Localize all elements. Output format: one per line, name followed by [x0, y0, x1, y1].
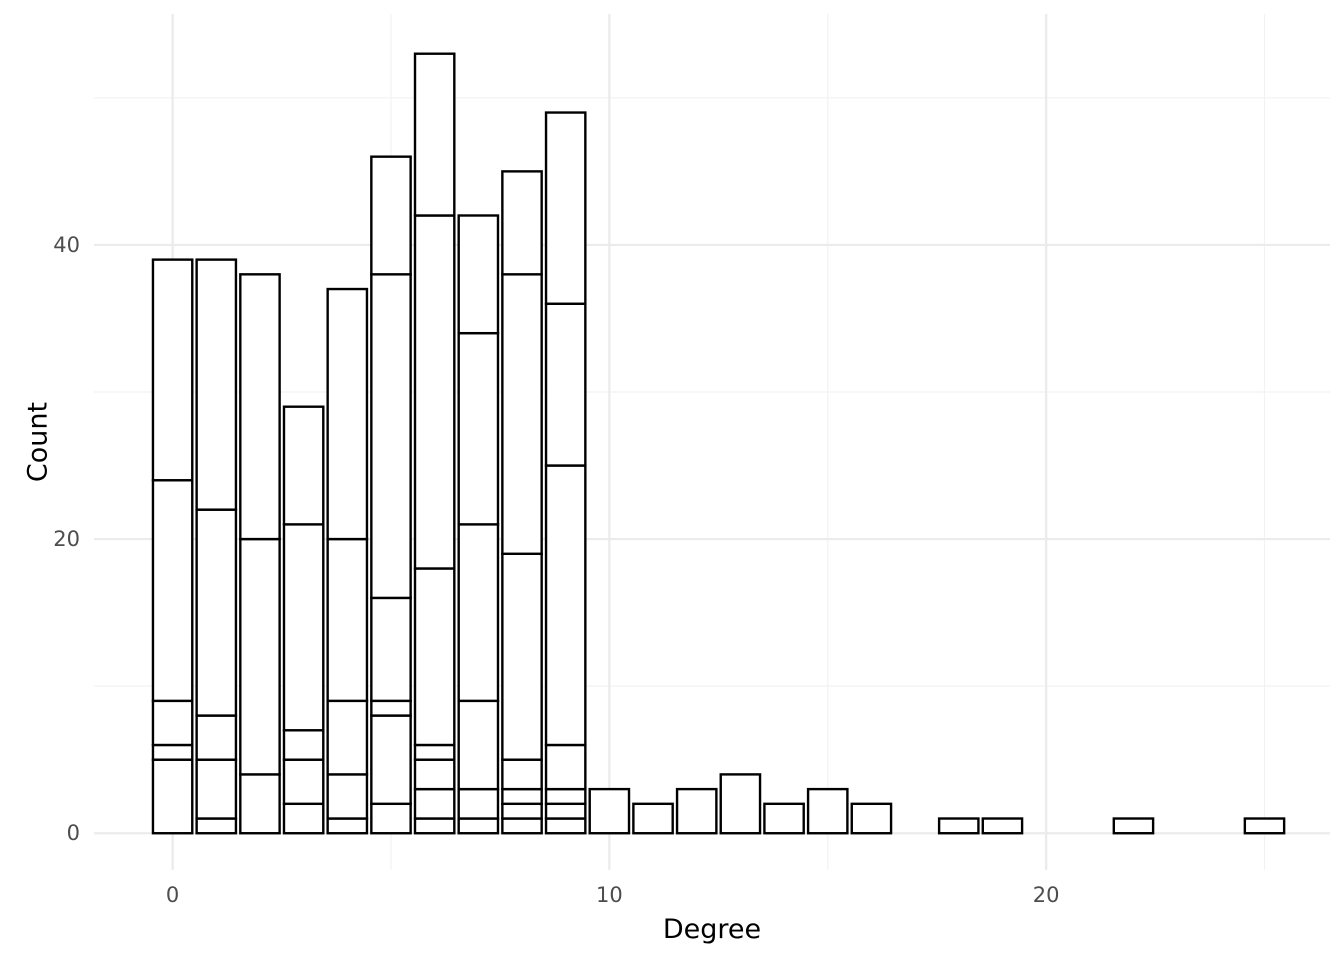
bar-stack	[457, 214, 500, 835]
bar-segment	[195, 258, 238, 511]
bar-stack	[588, 787, 631, 835]
bar-segment	[501, 273, 543, 555]
bar-segment	[151, 258, 194, 482]
bar-stack	[937, 817, 980, 835]
y-tick-label: 20	[53, 527, 80, 551]
bar-stack	[1243, 817, 1286, 835]
bar-segment	[457, 699, 500, 791]
y-tick-label: 0	[67, 821, 80, 845]
bar-stack	[501, 170, 543, 835]
bar-segment	[370, 596, 412, 703]
bar-segment	[413, 743, 456, 761]
bar-segment	[326, 817, 369, 835]
bar-segment	[544, 302, 587, 467]
bar-segment	[763, 802, 805, 835]
bar-segment	[632, 802, 674, 835]
bar-segment	[937, 817, 980, 835]
bar-segment	[1243, 817, 1286, 835]
bar-segment	[239, 273, 281, 541]
bar-segment	[588, 787, 631, 835]
bar-segment	[544, 464, 587, 747]
bar-segment	[457, 817, 500, 835]
bar-segment	[457, 787, 500, 820]
bar-segment	[719, 773, 762, 835]
x-axis-title: Degree	[663, 914, 761, 945]
bar-stack	[239, 273, 281, 835]
bar-segment	[675, 787, 718, 835]
bar-stack	[763, 802, 805, 835]
bars	[151, 52, 1286, 835]
bar-segment	[195, 758, 238, 820]
bar-stack	[981, 817, 1024, 835]
bar-segment	[370, 155, 412, 276]
bar-segment	[457, 214, 500, 335]
bar-segment	[282, 802, 325, 835]
bar-segment	[501, 552, 543, 761]
bar-stack	[151, 258, 194, 835]
bar-segment	[850, 802, 893, 835]
y-axis-title: Count	[22, 402, 53, 482]
bar-segment	[151, 479, 194, 703]
bar-stack	[850, 802, 893, 835]
x-tick-label: 20	[1033, 883, 1060, 907]
y-tick-label: 40	[53, 233, 80, 257]
bar-segment	[501, 170, 543, 276]
bar-segment	[239, 773, 281, 835]
bar-segment	[981, 817, 1024, 835]
bar-stack	[195, 258, 238, 835]
bar-segment	[239, 537, 281, 776]
bar-segment	[282, 523, 325, 732]
bar-segment	[544, 111, 587, 305]
bar-segment	[282, 405, 325, 526]
bar-stack	[1112, 817, 1155, 835]
bar-segment	[326, 537, 369, 703]
bar-segment	[195, 817, 238, 835]
bar-stack	[370, 155, 412, 835]
bar-segment	[413, 52, 456, 217]
bar-stack	[806, 787, 849, 835]
bar-segment	[370, 802, 412, 835]
bar-stack	[413, 52, 456, 835]
bar-segment	[806, 787, 849, 835]
bar-segment	[195, 714, 238, 761]
bar-segment	[413, 214, 456, 570]
bar-segment	[501, 817, 543, 835]
bar-segment	[544, 787, 587, 806]
bar-segment	[326, 287, 369, 541]
bar-segment	[326, 773, 369, 820]
bar-segment	[544, 817, 587, 835]
bar-segment	[370, 714, 412, 806]
tick-labels: 0 10 20 0 20 40	[53, 233, 1059, 907]
bar-stack	[632, 802, 674, 835]
bar-stack	[675, 787, 718, 835]
bar-segment	[544, 743, 587, 791]
bar-stack	[719, 773, 762, 835]
bar-segment	[195, 508, 238, 717]
bar-segment	[151, 758, 194, 835]
bar-segment	[370, 699, 412, 717]
bar-segment	[544, 802, 587, 820]
bar-segment	[413, 787, 456, 820]
bar-stack	[544, 111, 587, 835]
bar-segment	[326, 699, 369, 776]
x-tick-label: 10	[596, 883, 623, 907]
bar-stack	[282, 405, 325, 835]
bar-segment	[151, 743, 194, 761]
bar-stack	[326, 287, 369, 835]
bar-segment	[501, 758, 543, 791]
x-tick-label: 0	[166, 883, 179, 907]
bar-segment	[282, 729, 325, 761]
bar-segment	[413, 758, 456, 791]
bar-segment	[1112, 817, 1155, 835]
bar-segment	[457, 331, 500, 526]
bar-segment	[501, 802, 543, 820]
bar-segment	[370, 273, 412, 600]
bar-segment	[282, 758, 325, 806]
bar-segment	[457, 523, 500, 703]
bar-segment	[413, 817, 456, 835]
bar-segment	[501, 787, 543, 806]
bar-segment	[413, 567, 456, 747]
bar-segment	[151, 699, 194, 747]
